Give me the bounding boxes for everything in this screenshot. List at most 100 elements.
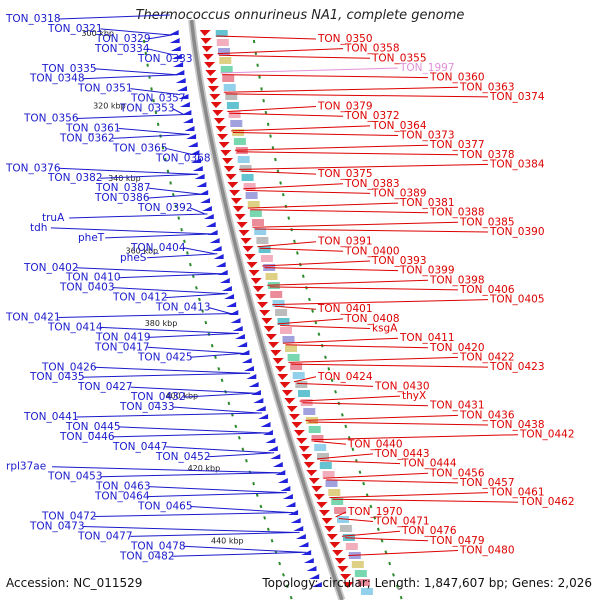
right-gene-label: TON_0443 xyxy=(374,448,430,460)
reverse-strand-arrow xyxy=(298,446,310,452)
reverse-strand-arrow xyxy=(296,438,308,444)
gene-block xyxy=(237,156,250,163)
right-label-leader xyxy=(241,170,317,175)
left-gene-label: TON_0414 xyxy=(47,321,103,333)
reverse-strand-arrow xyxy=(209,94,221,100)
left-label-leader xyxy=(172,406,259,414)
right-label-leader xyxy=(220,67,399,74)
left-gene-label: TON_0478 xyxy=(130,540,186,552)
forward-strand-arrow xyxy=(239,350,250,355)
left-gene-label: TON_0465 xyxy=(137,501,193,513)
gene-block xyxy=(303,408,316,415)
left-gene-label: TON_0410 xyxy=(65,272,121,284)
reverse-strand-arrow xyxy=(257,302,269,308)
left-label-leader xyxy=(82,372,251,378)
right-gene-label: TON_0364 xyxy=(371,120,427,132)
left-gene-label: TON_0447 xyxy=(112,441,168,453)
forward-strand-arrow xyxy=(277,478,288,483)
right-label-leader xyxy=(243,183,344,190)
right-gene-label: TON_0358 xyxy=(344,43,400,55)
right-gene-label: TON_0381 xyxy=(399,197,455,209)
forward-strand-arrow xyxy=(182,118,193,123)
gene-block xyxy=(265,273,278,280)
right-gene-label: thyX xyxy=(402,390,426,402)
gene-block xyxy=(285,345,297,352)
reverse-strand-arrow xyxy=(326,534,338,540)
left-label-leader xyxy=(118,273,223,279)
right-label-leader xyxy=(217,48,344,55)
left-gene-label: TON_0441 xyxy=(23,411,79,423)
forward-strand-arrow xyxy=(295,534,306,539)
right-gene-label: TON_0444 xyxy=(401,458,457,470)
right-label-leader xyxy=(291,363,489,368)
gene-block xyxy=(247,201,260,208)
left-gene-label: TON_0445 xyxy=(65,421,121,433)
gene-block xyxy=(249,210,262,217)
right-label-leader xyxy=(311,434,519,441)
right-label-leader xyxy=(257,241,317,248)
forward-strand-arrow xyxy=(293,526,304,531)
gene-block xyxy=(258,246,271,253)
left-gene-label: TON_0318 xyxy=(5,13,61,25)
right-label-leader xyxy=(317,453,374,460)
right-gene-label: TON_0377 xyxy=(429,139,485,151)
left-label-leader xyxy=(76,114,186,119)
gene-block xyxy=(295,381,308,388)
forward-strand-arrow xyxy=(221,286,232,291)
gene-block xyxy=(319,462,332,469)
left-gene-label: TON_0425 xyxy=(137,351,193,363)
forward-strand-arrow xyxy=(303,558,314,563)
left-label-leader xyxy=(148,187,201,195)
right-gene-label: TON_0430 xyxy=(374,380,430,392)
right-label-leader xyxy=(335,511,347,518)
right-gene-label: TON_0384 xyxy=(489,158,545,170)
right-label-leader xyxy=(348,550,459,556)
left-label-leader xyxy=(172,551,307,557)
right-gene-label: TON_0423 xyxy=(489,361,545,373)
reverse-strand-arrow xyxy=(284,398,296,404)
gene-block xyxy=(311,435,324,442)
right-label-leader xyxy=(308,421,489,426)
left-gene-label: TON_0419 xyxy=(95,331,151,343)
gene-block xyxy=(331,498,344,505)
left-label-leader xyxy=(130,386,254,394)
forward-strand-arrow xyxy=(250,390,261,395)
right-gene-label: TON_0374 xyxy=(489,91,545,103)
reverse-strand-arrow xyxy=(263,326,275,332)
left-label-leader xyxy=(112,432,269,438)
forward-strand-arrow xyxy=(211,246,222,251)
reverse-strand-arrow xyxy=(270,350,282,356)
gene-block xyxy=(360,588,373,595)
right-label-leader xyxy=(280,325,371,329)
right-label-leader xyxy=(269,286,459,291)
left-label-leader xyxy=(76,267,220,275)
forward-strand-arrow xyxy=(243,366,254,371)
left-gene-label: TON_0348 xyxy=(29,73,85,85)
reverse-strand-arrow xyxy=(293,430,305,436)
reverse-strand-arrow xyxy=(222,158,234,164)
left-gene-label: TON_0412 xyxy=(112,292,168,304)
left-gene-label: truA xyxy=(42,212,65,224)
forward-strand-arrow xyxy=(179,102,190,107)
reverse-strand-arrow xyxy=(255,294,267,300)
left-label-leader xyxy=(52,466,278,474)
right-label-leader xyxy=(277,318,344,325)
left-label-leader xyxy=(100,28,171,36)
forward-strand-arrow xyxy=(178,94,189,99)
right-gene-label: TON_0379 xyxy=(317,101,373,113)
gene-block xyxy=(345,543,358,550)
reverse-strand-arrow xyxy=(200,38,212,44)
left-label-leader xyxy=(147,193,203,199)
forward-strand-arrow xyxy=(203,214,214,219)
right-label-leader xyxy=(272,299,489,306)
gene-block xyxy=(216,39,229,46)
left-gene-label: TON_0386 xyxy=(94,192,150,204)
gene-block xyxy=(317,453,329,460)
right-gene-label: TON_0438 xyxy=(489,419,545,431)
left-gene-label: TON_0435 xyxy=(29,371,85,383)
right-gene-label: TON_0479 xyxy=(429,535,485,547)
forward-strand-arrow xyxy=(215,262,226,267)
forward-strand-arrow xyxy=(237,342,248,347)
